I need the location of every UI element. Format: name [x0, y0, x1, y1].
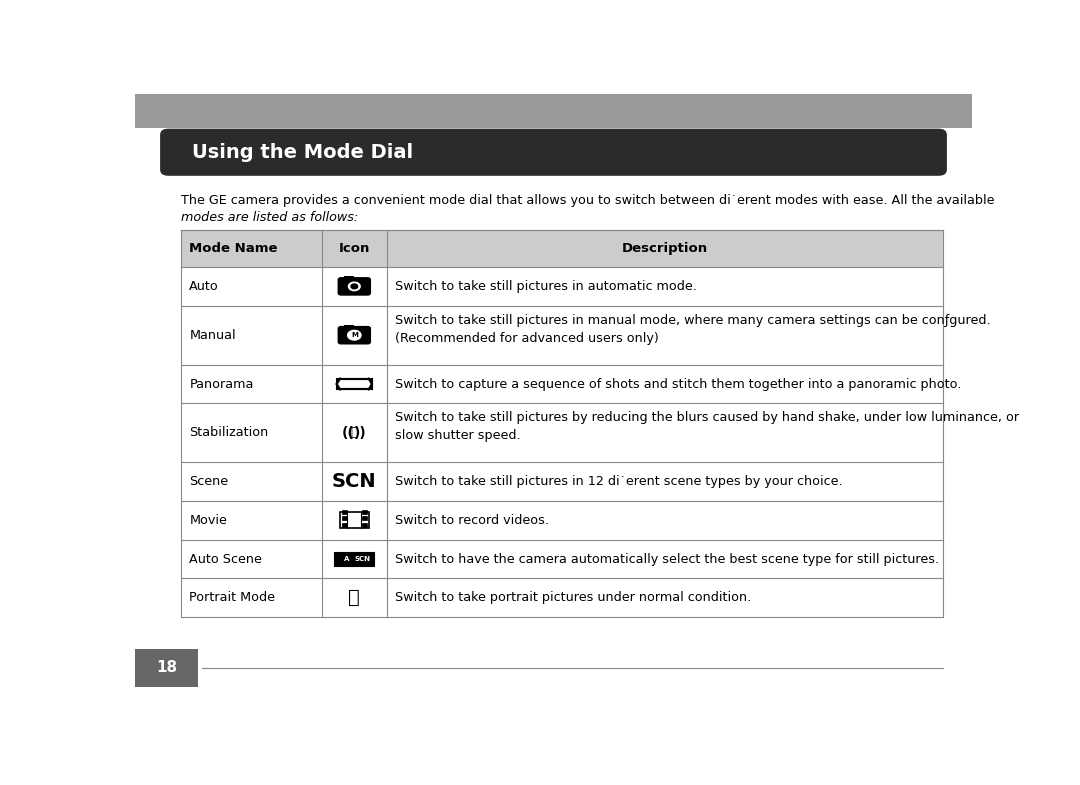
- Text: Switch to take still pictures by reducing the blurs caused by hand shake, under : Switch to take still pictures by reducin…: [395, 411, 1020, 442]
- Text: A: A: [343, 556, 349, 562]
- Bar: [341, 510, 347, 514]
- Text: )): )): [354, 425, 367, 440]
- Bar: [345, 276, 354, 280]
- Bar: [337, 378, 372, 389]
- Text: Panorama: Panorama: [189, 378, 254, 390]
- Bar: [340, 513, 368, 528]
- Text: Movie: Movie: [189, 514, 227, 527]
- Text: Manual: Manual: [189, 329, 237, 341]
- FancyBboxPatch shape: [338, 278, 370, 295]
- Text: ⛹: ⛹: [349, 588, 361, 608]
- Text: Switch to have the camera automatically select the best scene type for still pic: Switch to have the camera automatically …: [395, 553, 940, 565]
- Text: Portrait Mode: Portrait Mode: [189, 591, 275, 604]
- Text: SCN: SCN: [354, 556, 370, 562]
- Text: Switch to take still pictures in manual mode, where many camera settings can be : Switch to take still pictures in manual …: [395, 313, 990, 345]
- Circle shape: [351, 284, 357, 289]
- Text: Icon: Icon: [339, 242, 370, 255]
- Circle shape: [348, 330, 361, 340]
- Text: Switch to record videos.: Switch to record videos.: [395, 514, 549, 527]
- Text: modes are listed as follows:: modes are listed as follows:: [181, 211, 359, 224]
- Bar: [362, 517, 367, 520]
- Text: M: M: [351, 332, 357, 338]
- Text: Stabilization: Stabilization: [189, 426, 269, 440]
- Text: Mode Name: Mode Name: [189, 242, 278, 255]
- Text: The GE camera provides a convenient mode dial that allows you to switch between : The GE camera provides a convenient mode…: [181, 194, 995, 207]
- Bar: [362, 510, 367, 514]
- FancyBboxPatch shape: [160, 129, 947, 176]
- Text: Auto: Auto: [189, 280, 219, 293]
- Bar: [135, 94, 972, 128]
- FancyBboxPatch shape: [338, 327, 370, 344]
- FancyBboxPatch shape: [334, 553, 375, 566]
- Text: ((: ((: [341, 425, 354, 440]
- Circle shape: [349, 282, 360, 290]
- Bar: [341, 523, 347, 527]
- Bar: [362, 523, 367, 527]
- Text: Switch to take still pictures in 12 di˙erent scene types by your choice.: Switch to take still pictures in 12 di˙e…: [395, 475, 842, 488]
- Text: Switch to take portrait pictures under normal condition.: Switch to take portrait pictures under n…: [395, 591, 752, 604]
- Bar: [181, 230, 943, 267]
- Text: 18: 18: [156, 660, 177, 675]
- Text: Switch to capture a sequence of shots and stitch them together into a panoramic : Switch to capture a sequence of shots an…: [395, 378, 961, 390]
- Text: Auto Scene: Auto Scene: [189, 553, 262, 565]
- Text: Description: Description: [622, 242, 707, 255]
- Bar: [341, 517, 347, 520]
- Bar: [345, 325, 354, 329]
- Text: SCN: SCN: [332, 472, 377, 491]
- Text: Switch to take still pictures in automatic mode.: Switch to take still pictures in automat…: [395, 280, 697, 293]
- Text: Scene: Scene: [189, 475, 229, 488]
- Bar: [135, 649, 198, 687]
- Text: Using the Mode Dial: Using the Mode Dial: [192, 143, 413, 162]
- Text: ✋: ✋: [351, 426, 359, 440]
